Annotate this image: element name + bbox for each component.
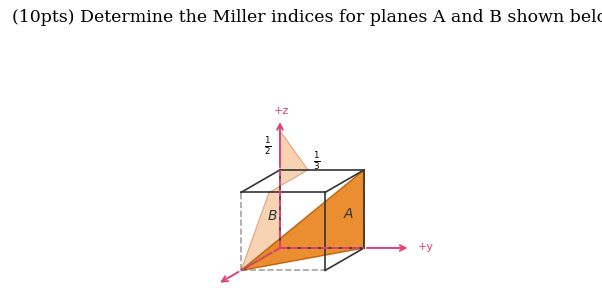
Text: $\frac{1}{2}$: $\frac{1}{2}$ [264, 135, 272, 157]
Polygon shape [241, 170, 364, 271]
Text: $\frac{1}{3}$: $\frac{1}{3}$ [312, 150, 320, 172]
Text: B: B [267, 209, 277, 223]
Text: A: A [343, 207, 353, 221]
Polygon shape [241, 131, 308, 271]
Text: +z: +z [274, 106, 289, 115]
Text: +y: +y [418, 242, 434, 252]
Text: (10pts) Determine the Miller indices for planes A and B shown below.: (10pts) Determine the Miller indices for… [12, 9, 602, 26]
